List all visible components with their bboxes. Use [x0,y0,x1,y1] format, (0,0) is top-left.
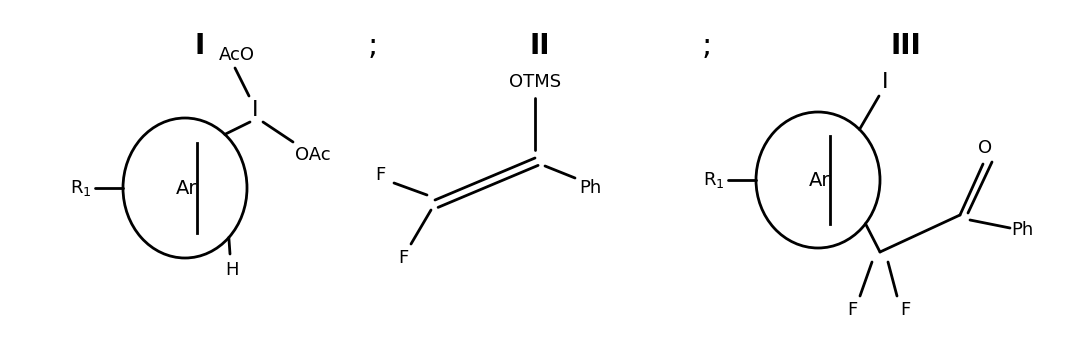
Text: OAc: OAc [296,146,331,164]
Text: F: F [900,301,910,319]
Text: R$_1$: R$_1$ [70,178,92,198]
Text: Ar: Ar [809,171,831,190]
Text: Ph: Ph [1011,221,1033,239]
Text: ;: ; [367,31,378,60]
Text: F: F [398,249,408,267]
Text: I: I [882,72,888,92]
Text: III: III [891,32,921,60]
Text: I: I [194,32,205,60]
Text: Ph: Ph [578,179,601,197]
Text: O: O [978,139,992,157]
Text: F: F [374,166,385,184]
Text: OTMS: OTMS [509,73,561,91]
Text: Ar: Ar [176,179,197,198]
Text: II: II [530,32,549,60]
Text: AcO: AcO [219,46,255,64]
Text: F: F [847,301,857,319]
Text: I: I [251,100,258,120]
Text: ;: ; [701,31,712,60]
Text: H: H [226,261,238,279]
Text: R$_1$: R$_1$ [704,170,725,190]
